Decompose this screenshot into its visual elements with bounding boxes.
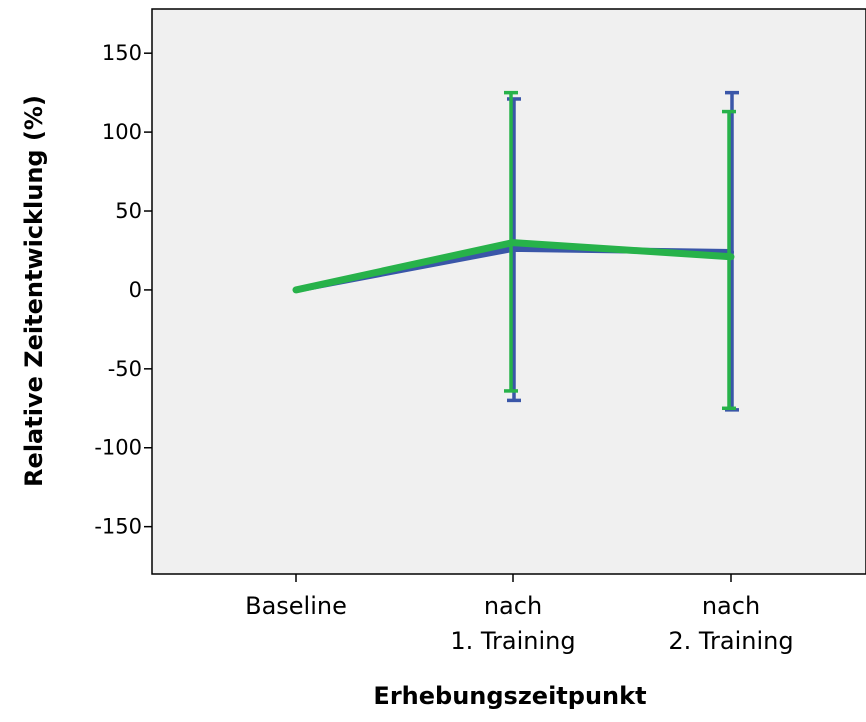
x-tick-label: 1. Training [450, 627, 575, 655]
x-axis-title: Erhebungszeitpunkt [373, 682, 646, 710]
x-axis: Baseline nach 1. Training nach 2. Training [245, 574, 794, 655]
y-axis-title: Relative Zeitentwicklung (%) [20, 95, 48, 487]
series-layer [292, 90, 739, 412]
y-tick-label: 50 [115, 199, 142, 223]
y-tick-label: 100 [102, 120, 142, 144]
x-tick-label: Baseline [245, 592, 347, 620]
x-tick-label: nach [484, 592, 542, 620]
y-axis: 150 100 50 0 -50 -100 -150 [94, 41, 152, 539]
series-line-2 [292, 239, 735, 294]
x-tick-label: nach [702, 592, 760, 620]
y-tick-label: -100 [94, 436, 142, 460]
y-tick-label: -50 [108, 357, 142, 381]
x-tick-label: 2. Training [668, 627, 793, 655]
y-tick-label: -150 [94, 515, 142, 539]
y-tick-label: 150 [102, 41, 142, 65]
y-tick-label: 0 [129, 278, 142, 302]
plot-area [151, 8, 866, 575]
